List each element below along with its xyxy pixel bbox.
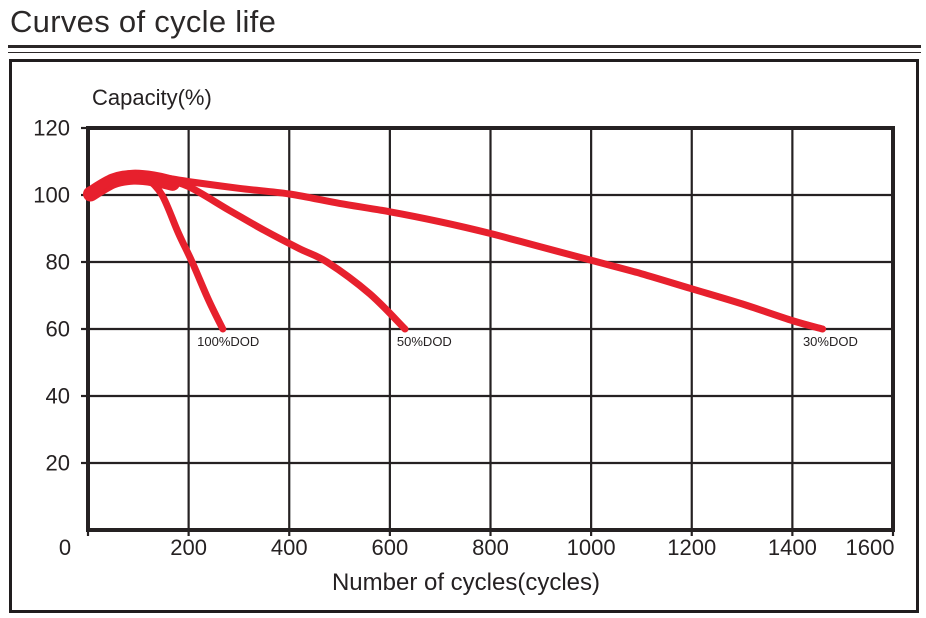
y-tick-label: 40 <box>46 384 70 409</box>
x-tick-label: 1200 <box>667 535 716 560</box>
curve-50pct-dod <box>84 173 409 333</box>
dod-label: 100%DOD <box>197 334 259 349</box>
y-tick-label: 100 <box>33 183 70 208</box>
dod-label: 50%DOD <box>397 334 452 349</box>
y-tick-label: 120 <box>33 116 70 141</box>
plot-border <box>86 126 895 532</box>
x-tick-label: 400 <box>271 535 308 560</box>
chart-frame <box>9 59 919 613</box>
dod-label: 30%DOD <box>803 334 858 349</box>
curve-30pct-dod <box>84 172 827 333</box>
y-axis-title: Capacity(%) <box>92 85 212 110</box>
x-tick-label: 1400 <box>768 535 817 560</box>
x-tick-label: 200 <box>170 535 207 560</box>
x-tick-label: 1000 <box>567 535 616 560</box>
y-tick-label: 60 <box>46 317 70 342</box>
x-tick-label: 1600 <box>846 535 895 560</box>
x-tick-label: 800 <box>472 535 509 560</box>
x-tick-label: 0 <box>59 535 71 560</box>
x-axis-title: Number of cycles(cycles) <box>331 569 601 596</box>
y-tick-label: 20 <box>46 451 70 476</box>
y-tick-label: 80 <box>46 250 70 275</box>
page-title: Curves of cycle life <box>10 4 277 39</box>
title-rule <box>8 45 921 53</box>
x-tick-label: 600 <box>372 535 409 560</box>
